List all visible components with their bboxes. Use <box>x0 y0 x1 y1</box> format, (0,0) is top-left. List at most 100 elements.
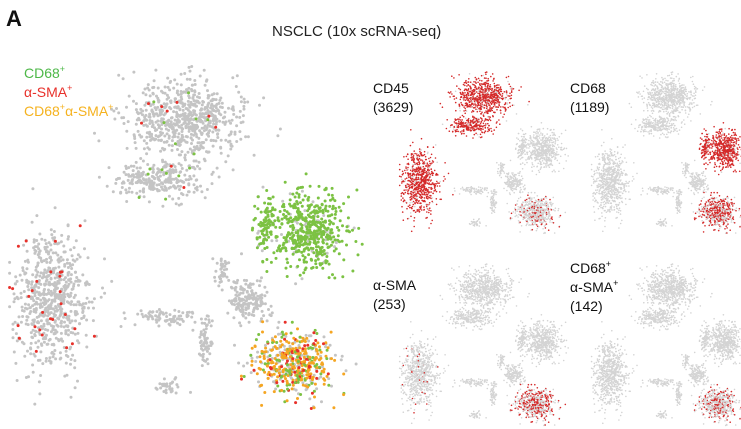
main-tsne-point <box>199 353 203 357</box>
main-tsne-point <box>303 339 307 343</box>
main-tsne-point <box>244 311 248 315</box>
main-tsne-point <box>122 311 126 315</box>
main-tsne-point <box>42 291 46 295</box>
main-tsne-point <box>129 164 133 168</box>
main-tsne-point <box>27 288 31 292</box>
small-cd45-point <box>498 119 500 121</box>
small-cd45-point <box>420 205 423 207</box>
small-cd45-point <box>413 205 416 208</box>
main-tsne-point <box>164 311 168 315</box>
main-tsne-point <box>37 291 41 295</box>
small-cd45-point <box>433 187 436 189</box>
small-cd45-point <box>458 87 460 90</box>
small-cd45-point <box>415 178 417 180</box>
small-cd45-point <box>423 187 426 189</box>
main-tsne-point <box>206 314 210 318</box>
main-tsne-point <box>20 309 24 312</box>
small-cd45-point <box>420 153 423 156</box>
main-tsne-point <box>306 204 310 208</box>
main-tsne-point <box>316 252 320 256</box>
main-tsne-point <box>180 123 184 127</box>
main-tsne-point <box>273 364 276 368</box>
main-tsne-point <box>263 201 267 205</box>
main-tsne-point <box>266 202 270 206</box>
main-tsne-point <box>178 323 182 327</box>
main-tsne-point <box>310 377 314 381</box>
main-tsne-point <box>298 346 302 350</box>
small-cd45-point <box>484 119 487 121</box>
main-tsne-point <box>219 257 223 261</box>
main-tsne-point <box>300 229 303 233</box>
main-tsne-point <box>235 290 239 294</box>
main-tsne-point <box>188 166 192 170</box>
main-tsne-point <box>39 325 43 328</box>
small-cd45-point <box>539 134 541 136</box>
main-tsne-point <box>231 105 235 109</box>
main-tsne-point <box>124 173 128 177</box>
main-tsne-point <box>165 315 169 318</box>
small-cd45-point <box>507 95 510 97</box>
main-tsne-point <box>122 181 126 185</box>
main-tsne-point <box>66 273 70 277</box>
main-tsne-point <box>284 238 288 242</box>
main-tsne-point <box>281 379 285 383</box>
small-cd45-point <box>509 105 512 108</box>
main-tsne-point <box>192 174 196 178</box>
main-tsne-point <box>193 90 197 94</box>
small-cd45-point <box>497 99 500 102</box>
main-tsne-point <box>304 333 308 337</box>
main-tsne-point <box>312 342 316 346</box>
main-tsne-point <box>82 314 86 318</box>
main-tsne-point <box>254 291 258 295</box>
main-tsne-point <box>47 338 51 342</box>
main-tsne-point <box>337 205 341 209</box>
small-cd45-point <box>450 91 452 93</box>
small-cd45-point <box>478 92 481 95</box>
small-cd45-point <box>469 86 472 88</box>
main-tsne-point <box>315 376 319 380</box>
main-tsne-point <box>230 144 234 148</box>
main-tsne-point <box>295 339 299 343</box>
main-tsne-point <box>145 135 149 139</box>
main-tsne-point <box>244 308 248 312</box>
main-tsne-point <box>203 106 207 109</box>
main-tsne-point <box>56 308 60 312</box>
main-tsne-point <box>133 134 136 138</box>
small-cd45-point <box>496 108 498 111</box>
main-tsne-point <box>333 216 337 220</box>
main-tsne-point <box>300 378 304 382</box>
main-tsne-point <box>124 188 128 192</box>
main-tsne-point <box>39 319 43 323</box>
main-tsne-point <box>233 287 237 290</box>
main-tsne-point <box>263 294 267 298</box>
main-tsne-point <box>267 308 270 311</box>
main-tsne-point <box>273 335 277 339</box>
small-cd45-point <box>507 80 509 83</box>
small-cd45-point <box>409 206 411 209</box>
main-tsne-point <box>167 134 171 138</box>
small-cd45-point <box>401 182 403 184</box>
small-cd45-point <box>537 135 540 138</box>
small-cd45-point <box>546 133 548 135</box>
main-tsne-point <box>296 355 299 359</box>
main-tsne-point <box>132 164 136 168</box>
main-tsne-point <box>63 263 67 266</box>
small-cd45-point <box>471 89 474 92</box>
main-tsne-point <box>49 360 53 364</box>
small-cd45-point <box>428 183 430 186</box>
main-tsne-point <box>122 170 126 174</box>
main-tsne-point <box>241 288 245 292</box>
main-tsne-point <box>127 94 131 98</box>
main-tsne-point <box>65 258 69 262</box>
main-tsne-point <box>15 379 19 382</box>
small-cd45-point <box>478 88 481 90</box>
main-tsne-point <box>146 86 150 90</box>
small-cd45-point <box>416 163 419 166</box>
small-cd45-point <box>461 104 464 107</box>
small-cd45-point <box>503 91 506 93</box>
main-tsne-point <box>179 170 183 174</box>
main-tsne-point <box>271 338 275 342</box>
main-tsne-point <box>301 185 304 189</box>
main-tsne-point <box>142 139 146 143</box>
main-tsne-point <box>252 153 256 157</box>
